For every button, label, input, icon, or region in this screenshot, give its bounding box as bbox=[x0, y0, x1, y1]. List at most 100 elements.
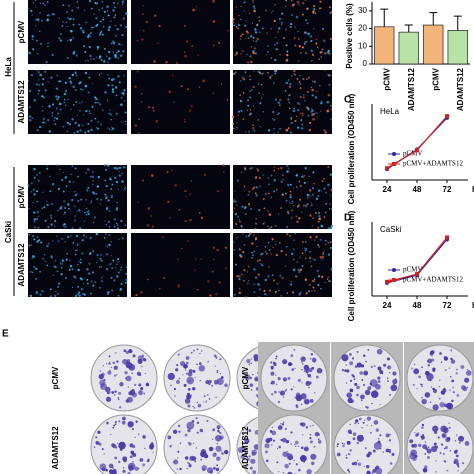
colony bbox=[188, 379, 191, 382]
cell-dot bbox=[281, 21, 283, 24]
cell-dot bbox=[43, 121, 46, 124]
cell-dot bbox=[321, 51, 323, 53]
colony bbox=[389, 371, 391, 374]
cell-dot bbox=[244, 71, 247, 73]
cell-dot bbox=[103, 163, 107, 167]
cell-dot bbox=[151, 225, 154, 228]
colony bbox=[291, 368, 294, 371]
cell-dot bbox=[250, 35, 253, 38]
cell-dot bbox=[195, 5, 198, 8]
legend-marker bbox=[392, 152, 396, 156]
cell-dot bbox=[238, 220, 241, 223]
cell-dot bbox=[285, 44, 288, 47]
cell-dot bbox=[215, 293, 218, 296]
cell-dot bbox=[324, 211, 327, 214]
cell-dot bbox=[273, 169, 276, 172]
colony bbox=[207, 360, 210, 363]
colony bbox=[446, 402, 454, 410]
colony bbox=[309, 398, 314, 403]
cell-dot bbox=[225, 267, 227, 270]
cell-dot bbox=[122, 50, 125, 53]
colony bbox=[432, 367, 436, 371]
colony bbox=[389, 394, 391, 396]
cell-dot bbox=[84, 50, 87, 54]
colony bbox=[143, 392, 146, 395]
cell-dot bbox=[240, 225, 243, 228]
cell-dot bbox=[95, 56, 98, 59]
cell-dot bbox=[328, 83, 331, 86]
colony bbox=[305, 369, 309, 374]
cell-dot bbox=[58, 80, 60, 83]
point bbox=[415, 272, 419, 277]
cell-dot bbox=[252, 124, 254, 127]
cell-dot bbox=[60, 262, 62, 264]
cell-dot bbox=[246, 271, 248, 273]
colony bbox=[362, 383, 366, 387]
cell-dot bbox=[121, 121, 123, 123]
colony bbox=[205, 380, 210, 385]
cell-dot bbox=[158, 287, 161, 290]
cell-dot bbox=[278, 242, 281, 244]
cell-dot bbox=[44, 89, 47, 92]
cell-dot bbox=[104, 193, 107, 196]
cell-dot bbox=[285, 199, 288, 202]
colony bbox=[201, 350, 203, 352]
cell-dot bbox=[117, 75, 120, 78]
cell-dot bbox=[154, 14, 157, 17]
cell-dot bbox=[232, 241, 235, 244]
cell-dot bbox=[216, 190, 219, 193]
colony bbox=[137, 433, 140, 435]
cell-dot bbox=[233, 207, 235, 209]
cell-dot bbox=[289, 190, 292, 193]
cell-dot bbox=[102, 275, 104, 277]
cell-dot bbox=[34, 25, 37, 27]
colony bbox=[307, 373, 311, 378]
cell-dot bbox=[79, 261, 82, 264]
cell-dot bbox=[69, 17, 72, 21]
cell-dot bbox=[307, 290, 310, 293]
cell-dot bbox=[245, 235, 248, 238]
cell-dot bbox=[312, 217, 315, 220]
cell-dot bbox=[30, 271, 32, 273]
colony bbox=[347, 452, 351, 456]
colony bbox=[424, 370, 430, 376]
cell-dot bbox=[235, 275, 239, 278]
bar bbox=[374, 26, 395, 65]
colony bbox=[272, 439, 276, 442]
cell-dot bbox=[77, 268, 80, 272]
cell-dot bbox=[120, 269, 122, 271]
cell-dot bbox=[273, 132, 276, 135]
cell-dot bbox=[292, 248, 295, 251]
x-tick-label: 72 bbox=[443, 185, 452, 194]
cell-dot bbox=[222, 170, 225, 173]
cell-dot bbox=[148, 106, 151, 109]
cell-dot bbox=[253, 5, 255, 8]
colony bbox=[279, 390, 285, 396]
cell-dot bbox=[86, 282, 89, 285]
cell-dot bbox=[330, 118, 333, 121]
colony bbox=[310, 376, 312, 378]
error-bar bbox=[429, 12, 438, 26]
colony bbox=[250, 358, 252, 360]
cell-dot bbox=[124, 281, 127, 284]
colony bbox=[176, 380, 180, 384]
cell-dot bbox=[76, 130, 79, 133]
colony bbox=[290, 354, 294, 358]
cell-dot bbox=[41, 207, 43, 210]
colony bbox=[456, 462, 460, 466]
cell-dot bbox=[327, 183, 330, 187]
cell-dot bbox=[147, 278, 149, 281]
cell-dot bbox=[310, 204, 313, 207]
cell-dot bbox=[91, 183, 94, 186]
cell-dot bbox=[290, 121, 293, 125]
cell-dot bbox=[246, 109, 249, 112]
colony bbox=[348, 471, 351, 473]
cell-dot bbox=[93, 221, 95, 224]
colony bbox=[216, 377, 224, 386]
cell-dot bbox=[249, 78, 251, 81]
colony bbox=[427, 358, 433, 364]
cell-dot bbox=[67, 203, 70, 206]
cell-dot bbox=[76, 244, 79, 247]
cell-dot bbox=[242, 250, 245, 254]
cell-dot bbox=[316, 46, 319, 49]
